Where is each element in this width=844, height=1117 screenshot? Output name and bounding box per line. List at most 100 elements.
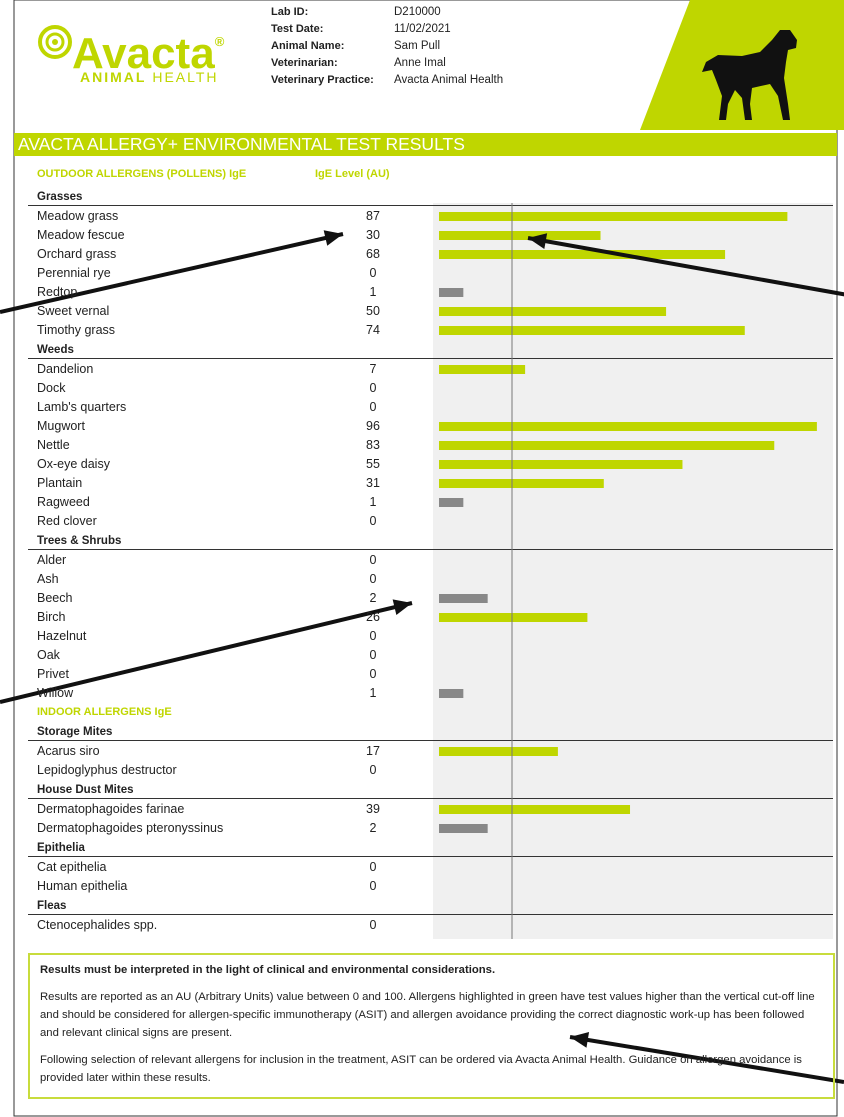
- allergen-name: Meadow grass: [37, 207, 118, 226]
- allergen-value: 74: [343, 321, 403, 340]
- allergen-name: Acarus siro: [37, 742, 100, 761]
- allergen-value: 0: [343, 665, 403, 684]
- allergen-name: Mugwort: [37, 417, 85, 436]
- tagline: HEALTH: [152, 69, 218, 85]
- allergen-value: 17: [343, 742, 403, 761]
- allergen-value: 0: [343, 627, 403, 646]
- allergen-value: 0: [343, 570, 403, 589]
- allergen-value: 31: [343, 474, 403, 493]
- allergen-name: Ragweed: [37, 493, 90, 512]
- allergen-name: Ox-eye daisy: [37, 455, 110, 474]
- arrow-head: [324, 230, 343, 246]
- allergen-value: 68: [343, 245, 403, 264]
- allergen-name: Redtop: [37, 283, 77, 302]
- allergen-name: Meadow fescue: [37, 226, 125, 245]
- bar: [439, 460, 682, 469]
- allergen-name: Red clover: [37, 512, 97, 531]
- allergen-name: Dock: [37, 379, 65, 398]
- allergen-value: 0: [343, 512, 403, 531]
- allergen-name: Alder: [37, 551, 66, 570]
- allergen-name: Hazelnut: [37, 627, 86, 646]
- bar: [439, 747, 558, 756]
- allergen-value: 0: [343, 551, 403, 570]
- allergen-name: Beech: [37, 589, 72, 608]
- detail-value: D210000: [394, 4, 441, 21]
- bar: [439, 288, 463, 297]
- allergen-name: Human epithelia: [37, 877, 127, 896]
- group-heading: Fleas: [37, 896, 66, 916]
- report-page: Avacta® ANIMAL HEALTH AVACTA ALLERGY+ EN…: [0, 0, 844, 1117]
- logo-tagline: ANIMAL HEALTH: [80, 69, 219, 85]
- allergen-name: Perennial rye: [37, 264, 111, 283]
- detail-value: Anne Imal: [394, 55, 446, 72]
- allergen-name: Oak: [37, 646, 60, 665]
- allergen-name: Orchard grass: [37, 245, 116, 264]
- allergen-value: 26: [343, 608, 403, 627]
- allergen-value: 1: [343, 283, 403, 302]
- bar: [439, 613, 587, 622]
- detail-label: Lab ID:: [271, 4, 308, 21]
- notes-paragraph: Results are reported as an AU (Arbitrary…: [40, 988, 823, 1042]
- report-title: AVACTA ALLERGY+ ENVIRONMENTAL TEST RESUL…: [18, 133, 465, 156]
- logo-icon: [52, 39, 58, 45]
- allergen-name: Cat epithelia: [37, 858, 107, 877]
- bar: [439, 498, 463, 507]
- allergen-name: Ash: [37, 570, 59, 589]
- allergen-value: 1: [343, 493, 403, 512]
- tagline-bold: ANIMAL: [80, 69, 146, 85]
- detail-value: Avacta Animal Health: [394, 72, 503, 89]
- bar: [439, 231, 601, 240]
- detail-label: Animal Name:: [271, 38, 344, 55]
- allergen-value: 0: [343, 761, 403, 780]
- bar: [439, 824, 488, 833]
- detail-label: Veterinary Practice:: [271, 72, 374, 89]
- allergen-value: 96: [343, 417, 403, 436]
- allergen-value: 0: [343, 264, 403, 283]
- bar: [439, 307, 666, 316]
- allergen-name: Ctenocephalides spp.: [37, 916, 157, 935]
- allergen-value: 55: [343, 455, 403, 474]
- allergen-value: 0: [343, 398, 403, 417]
- allergen-value: 0: [343, 379, 403, 398]
- bar: [439, 441, 774, 450]
- group-heading: Grasses: [37, 187, 82, 207]
- column-heading: IgE Level (AU): [315, 165, 390, 184]
- bar: [439, 422, 817, 431]
- allergen-name: Dermatophagoides pteronyssinus: [37, 819, 223, 838]
- allergen-value: 0: [343, 646, 403, 665]
- bar: [439, 689, 463, 698]
- allergen-name: Lepidoglyphus destructor: [37, 761, 177, 780]
- allergen-name: Nettle: [37, 436, 70, 455]
- notes-heading: Results must be interpreted in the light…: [40, 961, 823, 979]
- detail-label: Veterinarian:: [271, 55, 338, 72]
- detail-value: Sam Pull: [394, 38, 440, 55]
- allergen-value: 39: [343, 800, 403, 819]
- bar: [439, 326, 745, 335]
- group-heading: Weeds: [37, 340, 74, 360]
- bar: [439, 250, 725, 259]
- allergen-value: 1: [343, 684, 403, 703]
- allergen-name: Dermatophagoides farinae: [37, 800, 184, 819]
- allergen-name: Timothy grass: [37, 321, 115, 340]
- allergen-value: 83: [343, 436, 403, 455]
- allergen-value: 50: [343, 302, 403, 321]
- allergen-name: Dandelion: [37, 360, 93, 379]
- section-heading: OUTDOOR ALLERGENS (POLLENS) IgE: [37, 165, 246, 184]
- section-heading: INDOOR ALLERGENS IgE: [37, 703, 172, 722]
- allergen-value: 0: [343, 858, 403, 877]
- group-heading: Trees & Shrubs: [37, 531, 121, 551]
- allergen-name: Sweet vernal: [37, 302, 109, 321]
- bar: [439, 212, 787, 221]
- bar: [439, 805, 630, 814]
- allergen-value: 7: [343, 360, 403, 379]
- allergen-name: Plantain: [37, 474, 82, 493]
- detail-value: 11/02/2021: [394, 21, 451, 38]
- allergen-name: Privet: [37, 665, 69, 684]
- notes-box: Results must be interpreted in the light…: [28, 953, 835, 1099]
- bar: [439, 479, 604, 488]
- allergen-name: Willow: [37, 684, 73, 703]
- allergen-value: 0: [343, 877, 403, 896]
- detail-label: Test Date:: [271, 21, 323, 38]
- allergen-value: 30: [343, 226, 403, 245]
- allergen-name: Lamb's quarters: [37, 398, 126, 417]
